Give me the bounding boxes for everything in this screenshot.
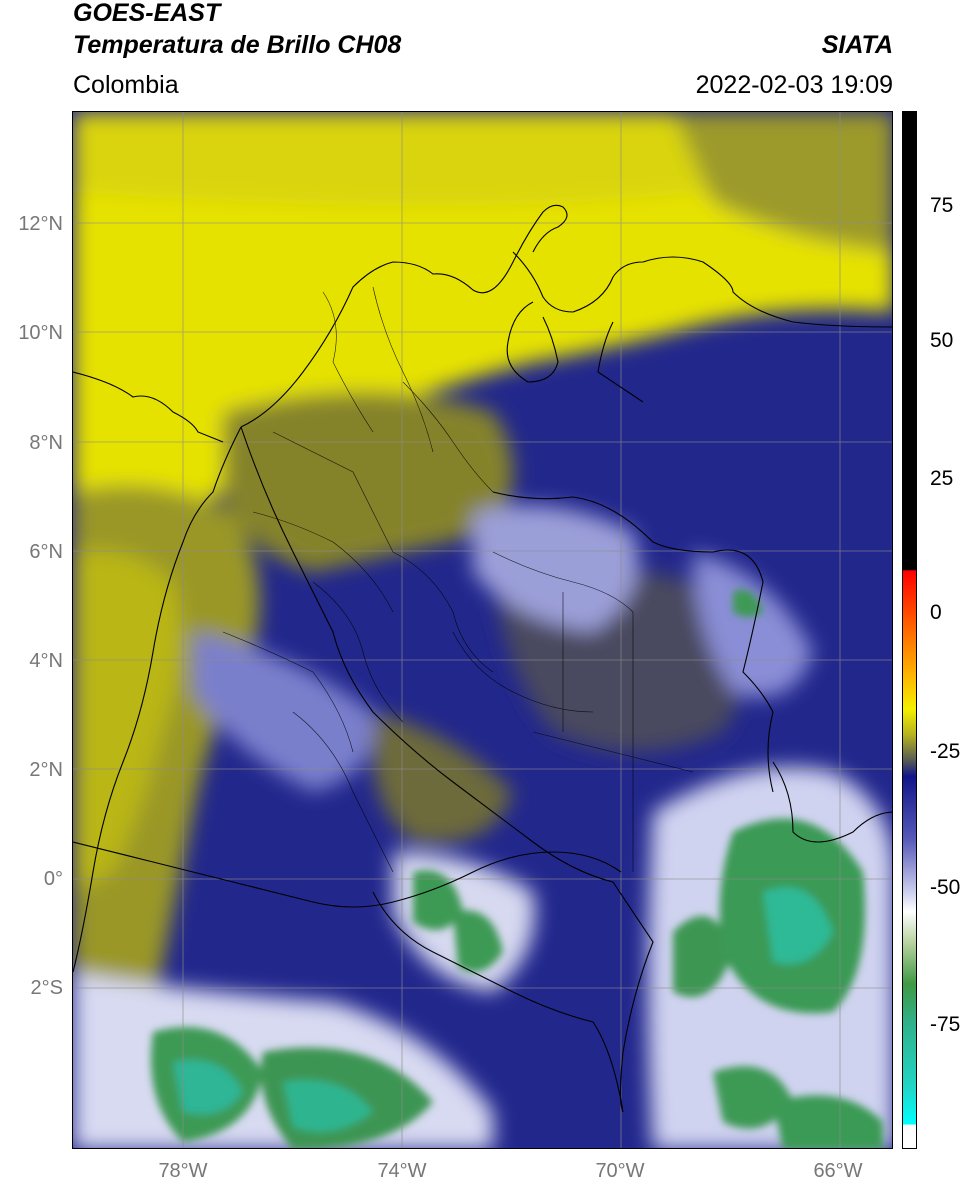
lat-tick-label: 2°N <box>29 759 63 781</box>
lat-tick-label: 4°N <box>29 650 63 672</box>
lon-tick-label: 74°W <box>377 1160 427 1182</box>
colorbar-tick-label: 50 <box>930 329 954 352</box>
brightness-temperature-map <box>72 111 893 1149</box>
lat-tick-label: 8°N <box>29 432 63 454</box>
lat-tick-label: 0° <box>43 868 63 890</box>
colorbar-tick-label: 0 <box>930 601 942 624</box>
colorbar <box>902 111 917 1149</box>
colorbar-tick-label: -25 <box>930 740 961 763</box>
lon-tick-label: 70°W <box>595 1160 645 1182</box>
brand-label: SIATA <box>821 31 893 59</box>
lat-tick-label: 2°S <box>30 977 63 999</box>
colorbar-tick-label: 75 <box>930 194 954 217</box>
product-title: Temperatura de Brillo CH08 <box>73 31 402 59</box>
colorbar-tick-label: 25 <box>930 467 954 490</box>
timestamp-label: 2022-02-03 19:09 <box>695 71 893 99</box>
colorbar-tick-label: -75 <box>930 1013 961 1036</box>
lat-tick-label: 12°N <box>18 213 63 235</box>
lat-tick-label: 10°N <box>18 322 63 344</box>
region-label: Colombia <box>73 71 179 99</box>
lon-tick-label: 78°W <box>158 1160 208 1182</box>
colorbar-tick-label: -50 <box>930 876 961 899</box>
lat-tick-label: 6°N <box>29 541 63 563</box>
satellite-title: GOES-EAST <box>73 0 221 27</box>
lon-tick-label: 66°W <box>813 1160 863 1182</box>
